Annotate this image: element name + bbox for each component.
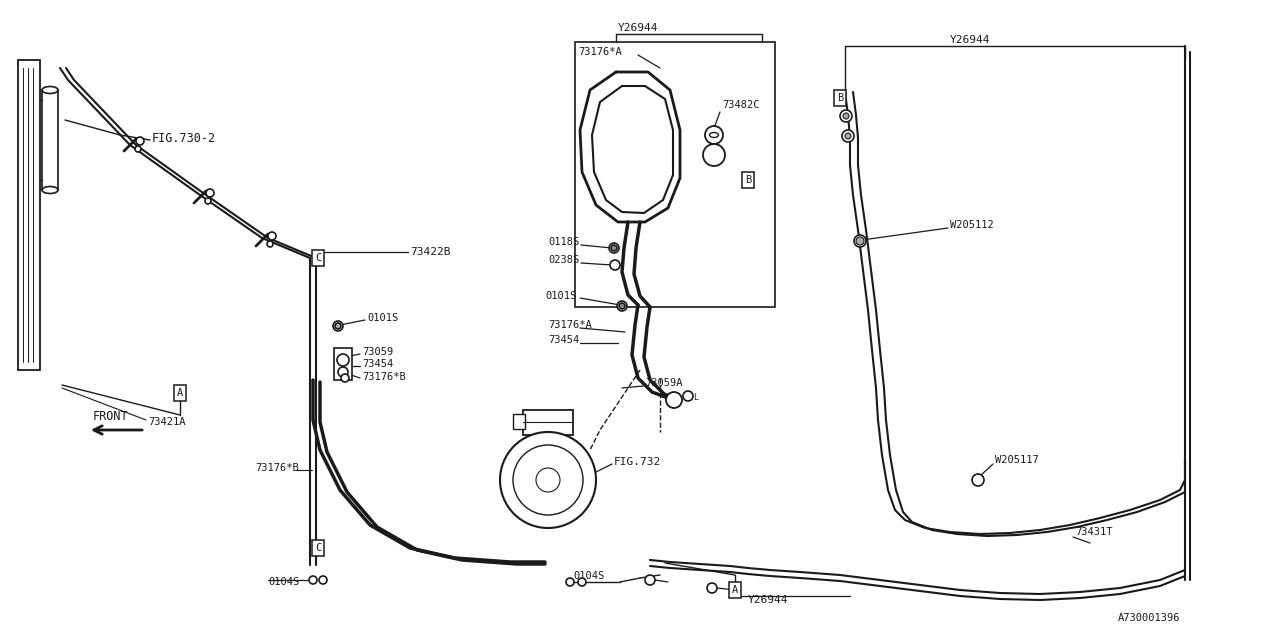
- Circle shape: [854, 235, 867, 247]
- Text: L: L: [692, 392, 698, 401]
- Text: FRONT: FRONT: [93, 410, 128, 424]
- Text: 73059: 73059: [362, 347, 393, 357]
- Circle shape: [337, 354, 349, 366]
- Text: 73176*A: 73176*A: [579, 47, 622, 57]
- Text: 73431T: 73431T: [1075, 527, 1112, 537]
- Circle shape: [707, 583, 717, 593]
- Circle shape: [319, 576, 326, 584]
- Circle shape: [536, 468, 561, 492]
- Text: 0104S: 0104S: [573, 571, 604, 581]
- Circle shape: [205, 198, 211, 204]
- Circle shape: [335, 323, 340, 329]
- Ellipse shape: [42, 186, 58, 193]
- Circle shape: [268, 241, 273, 247]
- Text: A: A: [732, 585, 739, 595]
- Text: B: B: [745, 175, 751, 185]
- Circle shape: [206, 189, 214, 197]
- Text: Y26944: Y26944: [950, 35, 991, 45]
- Circle shape: [566, 578, 573, 586]
- Text: Y26944: Y26944: [618, 23, 658, 33]
- Circle shape: [972, 474, 984, 486]
- Circle shape: [705, 126, 723, 144]
- Text: 73059A: 73059A: [645, 378, 682, 388]
- Text: Y26944: Y26944: [748, 595, 788, 605]
- Circle shape: [308, 576, 317, 584]
- Bar: [42, 90, 58, 190]
- Circle shape: [840, 110, 852, 122]
- Bar: [524, 410, 573, 435]
- Circle shape: [666, 392, 682, 408]
- Circle shape: [333, 321, 343, 331]
- Circle shape: [617, 301, 627, 311]
- Text: 73454: 73454: [548, 335, 580, 345]
- Text: C: C: [315, 543, 321, 553]
- Ellipse shape: [42, 86, 58, 93]
- Text: 73176*A: 73176*A: [548, 320, 591, 330]
- Text: 0104S: 0104S: [268, 577, 300, 587]
- Circle shape: [845, 133, 851, 139]
- Bar: [334, 348, 352, 380]
- Circle shape: [340, 374, 349, 382]
- Circle shape: [609, 243, 620, 253]
- Circle shape: [513, 445, 582, 515]
- Circle shape: [611, 245, 617, 251]
- Text: 0238S: 0238S: [548, 255, 580, 265]
- Circle shape: [856, 237, 864, 245]
- Text: 73176*B: 73176*B: [362, 372, 406, 382]
- Text: FIG.732: FIG.732: [614, 457, 662, 467]
- Circle shape: [645, 575, 655, 585]
- Ellipse shape: [709, 132, 718, 138]
- Text: 73176*B: 73176*B: [255, 463, 298, 473]
- Text: 73454: 73454: [362, 359, 393, 369]
- Text: 73422B: 73422B: [410, 247, 451, 257]
- Circle shape: [620, 303, 625, 309]
- Text: 0101S: 0101S: [545, 291, 576, 301]
- Bar: [513, 414, 525, 429]
- Circle shape: [136, 137, 143, 145]
- Text: C: C: [315, 253, 321, 263]
- Circle shape: [268, 232, 276, 240]
- Text: FIG.730-2: FIG.730-2: [152, 131, 216, 145]
- Text: W205112: W205112: [950, 220, 993, 230]
- Bar: [18, 60, 40, 370]
- Text: A: A: [177, 388, 183, 398]
- Circle shape: [611, 260, 620, 270]
- Text: 0101S: 0101S: [367, 313, 398, 323]
- Text: W205117: W205117: [995, 455, 1039, 465]
- Circle shape: [134, 146, 141, 152]
- Circle shape: [842, 130, 854, 142]
- Bar: [575, 42, 774, 307]
- Circle shape: [684, 391, 692, 401]
- Text: 0118S: 0118S: [548, 237, 580, 247]
- Circle shape: [500, 432, 596, 528]
- Circle shape: [338, 367, 348, 377]
- Circle shape: [579, 578, 586, 586]
- Text: 73421A: 73421A: [148, 417, 186, 427]
- Text: 73482C: 73482C: [722, 100, 759, 110]
- Text: A730001396: A730001396: [1117, 613, 1180, 623]
- Circle shape: [703, 144, 724, 166]
- Text: B: B: [837, 93, 844, 103]
- Circle shape: [844, 113, 849, 119]
